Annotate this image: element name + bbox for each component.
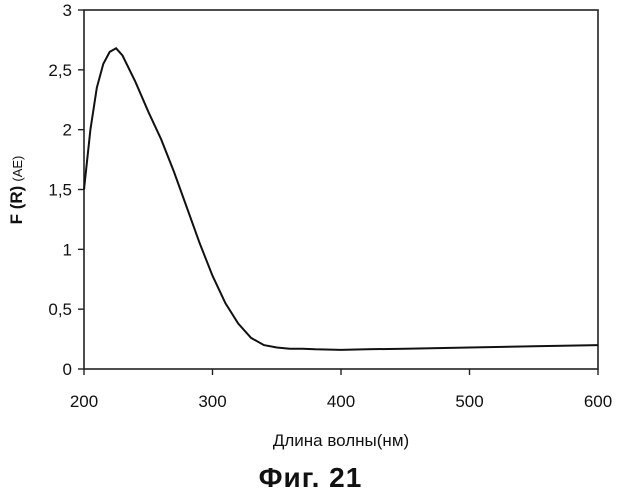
plot-frame	[84, 10, 598, 369]
x-axis-title: Длина волны(нм)	[273, 431, 409, 450]
x-tick-label: 400	[327, 392, 355, 411]
series-line	[84, 48, 598, 350]
x-tick-label: 600	[584, 392, 612, 411]
x-axis-ticks: 200 300 400 500 600	[70, 369, 612, 411]
y-tick-label: 3	[63, 1, 72, 20]
chart: 200 300 400 500 600 0 0,5 1 1,5 2 2,5 3 Длина волн…	[0, 0, 621, 460]
y-tick-label: 0	[63, 360, 72, 379]
y-tick-label: 2,5	[48, 61, 72, 80]
figure-caption: Фиг. 21	[0, 462, 621, 494]
x-tick-label: 200	[70, 392, 98, 411]
y-tick-label: 1	[63, 240, 72, 259]
y-axis-title: F (R) (AE)	[7, 156, 26, 225]
x-tick-label: 500	[455, 392, 483, 411]
y-tick-label: 1,5	[48, 181, 72, 200]
y-axis-title-main: F (R)	[7, 186, 26, 225]
y-axis-ticks: 0 0,5 1 1,5 2 2,5 3	[48, 1, 84, 379]
y-tick-label: 2	[63, 121, 72, 140]
y-axis-title-unit: (AE)	[10, 156, 25, 182]
y-tick-label: 0,5	[48, 300, 72, 319]
x-tick-label: 300	[198, 392, 226, 411]
